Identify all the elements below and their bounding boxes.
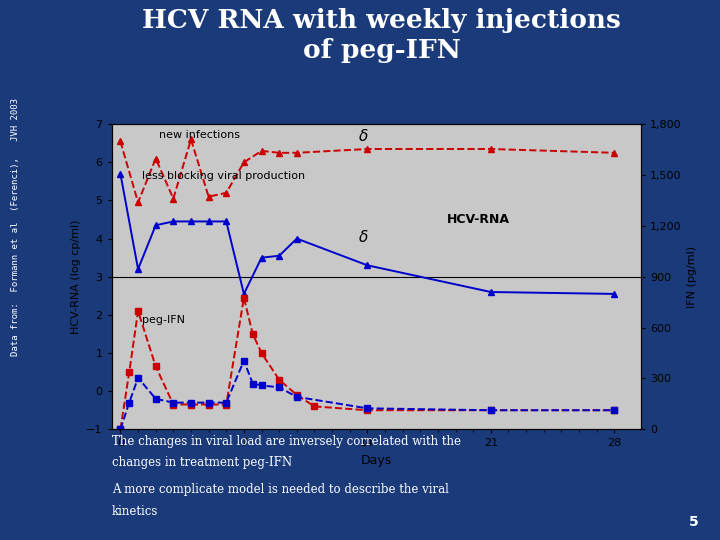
Y-axis label: IFN (pg/ml): IFN (pg/ml) (687, 246, 697, 308)
Text: changes in treatment peg-IFN: changes in treatment peg-IFN (112, 456, 292, 469)
Text: The changes in viral load are inversely correlated with the: The changes in viral load are inversely … (112, 435, 461, 448)
Text: less blocking viral production: less blocking viral production (142, 172, 305, 181)
Text: peg-IFN: peg-IFN (142, 314, 184, 325)
Text: HCV RNA with weekly injections: HCV RNA with weekly injections (142, 8, 621, 33)
Text: 5: 5 (688, 515, 698, 529)
Text: Data from:  Formann et al  (Ferenci),   JVH 2003: Data from: Formann et al (Ferenci), JVH … (12, 98, 20, 356)
X-axis label: Days: Days (361, 454, 392, 467)
Text: δ: δ (359, 130, 368, 144)
Text: δ: δ (359, 230, 368, 245)
Text: kinetics: kinetics (112, 505, 158, 518)
Y-axis label: HCV-RNA (log cp/ml): HCV-RNA (log cp/ml) (71, 219, 81, 334)
Text: new infections: new infections (159, 130, 240, 139)
Text: of peg-IFN: of peg-IFN (302, 38, 461, 63)
Text: A more complicate model is needed to describe the viral: A more complicate model is needed to des… (112, 483, 449, 496)
Text: HCV-RNA: HCV-RNA (446, 213, 510, 226)
